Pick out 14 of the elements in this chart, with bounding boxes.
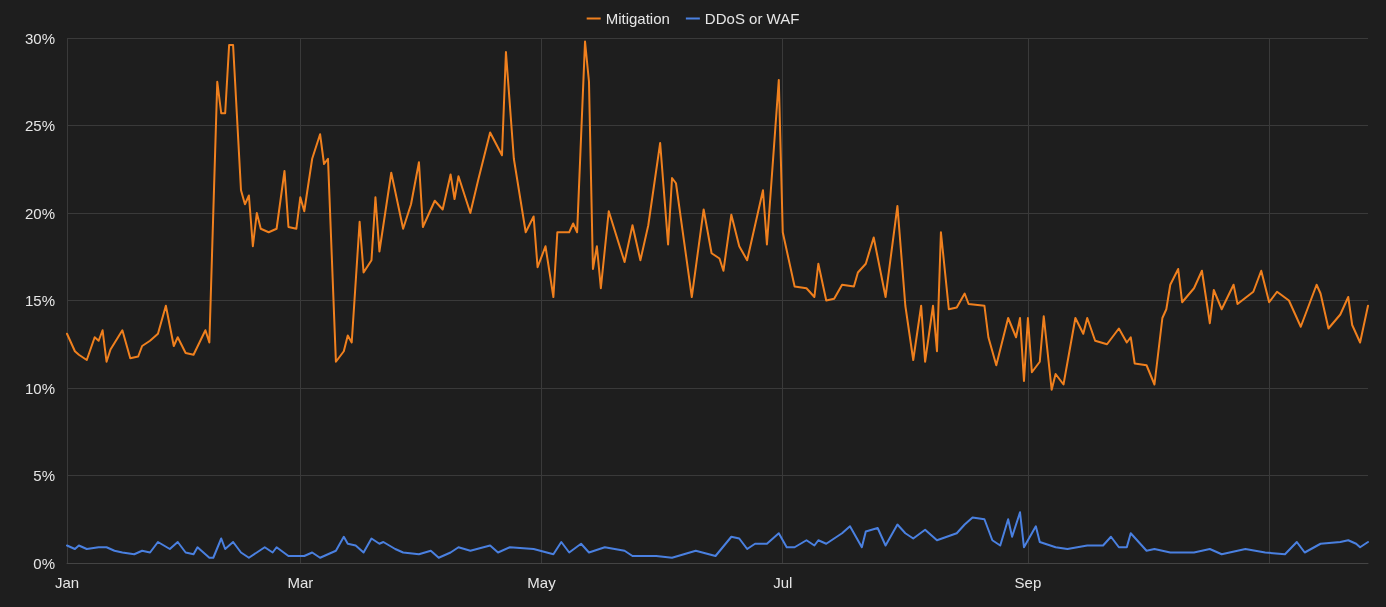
- x-tick-label: Mar: [287, 574, 314, 591]
- y-tick-label: 30%: [24, 29, 55, 47]
- y-tick-label: 5%: [33, 467, 55, 484]
- y-tick-label: 25%: [24, 117, 55, 134]
- legend-label: DDoS or WAF: [704, 10, 800, 27]
- x-tick-label: Sep: [1014, 574, 1042, 591]
- x-tick-label: Jul: [773, 574, 793, 591]
- x-tick-label: Jan: [54, 574, 80, 591]
- legend-label: Mitigation: [605, 10, 670, 27]
- x-tick-label: May: [527, 574, 557, 591]
- y-tick-label: 20%: [24, 204, 55, 222]
- y-tick-label: 10%: [24, 379, 55, 397]
- y-tick-label: 15%: [24, 292, 55, 309]
- y-tick-label: 0%: [33, 554, 55, 572]
